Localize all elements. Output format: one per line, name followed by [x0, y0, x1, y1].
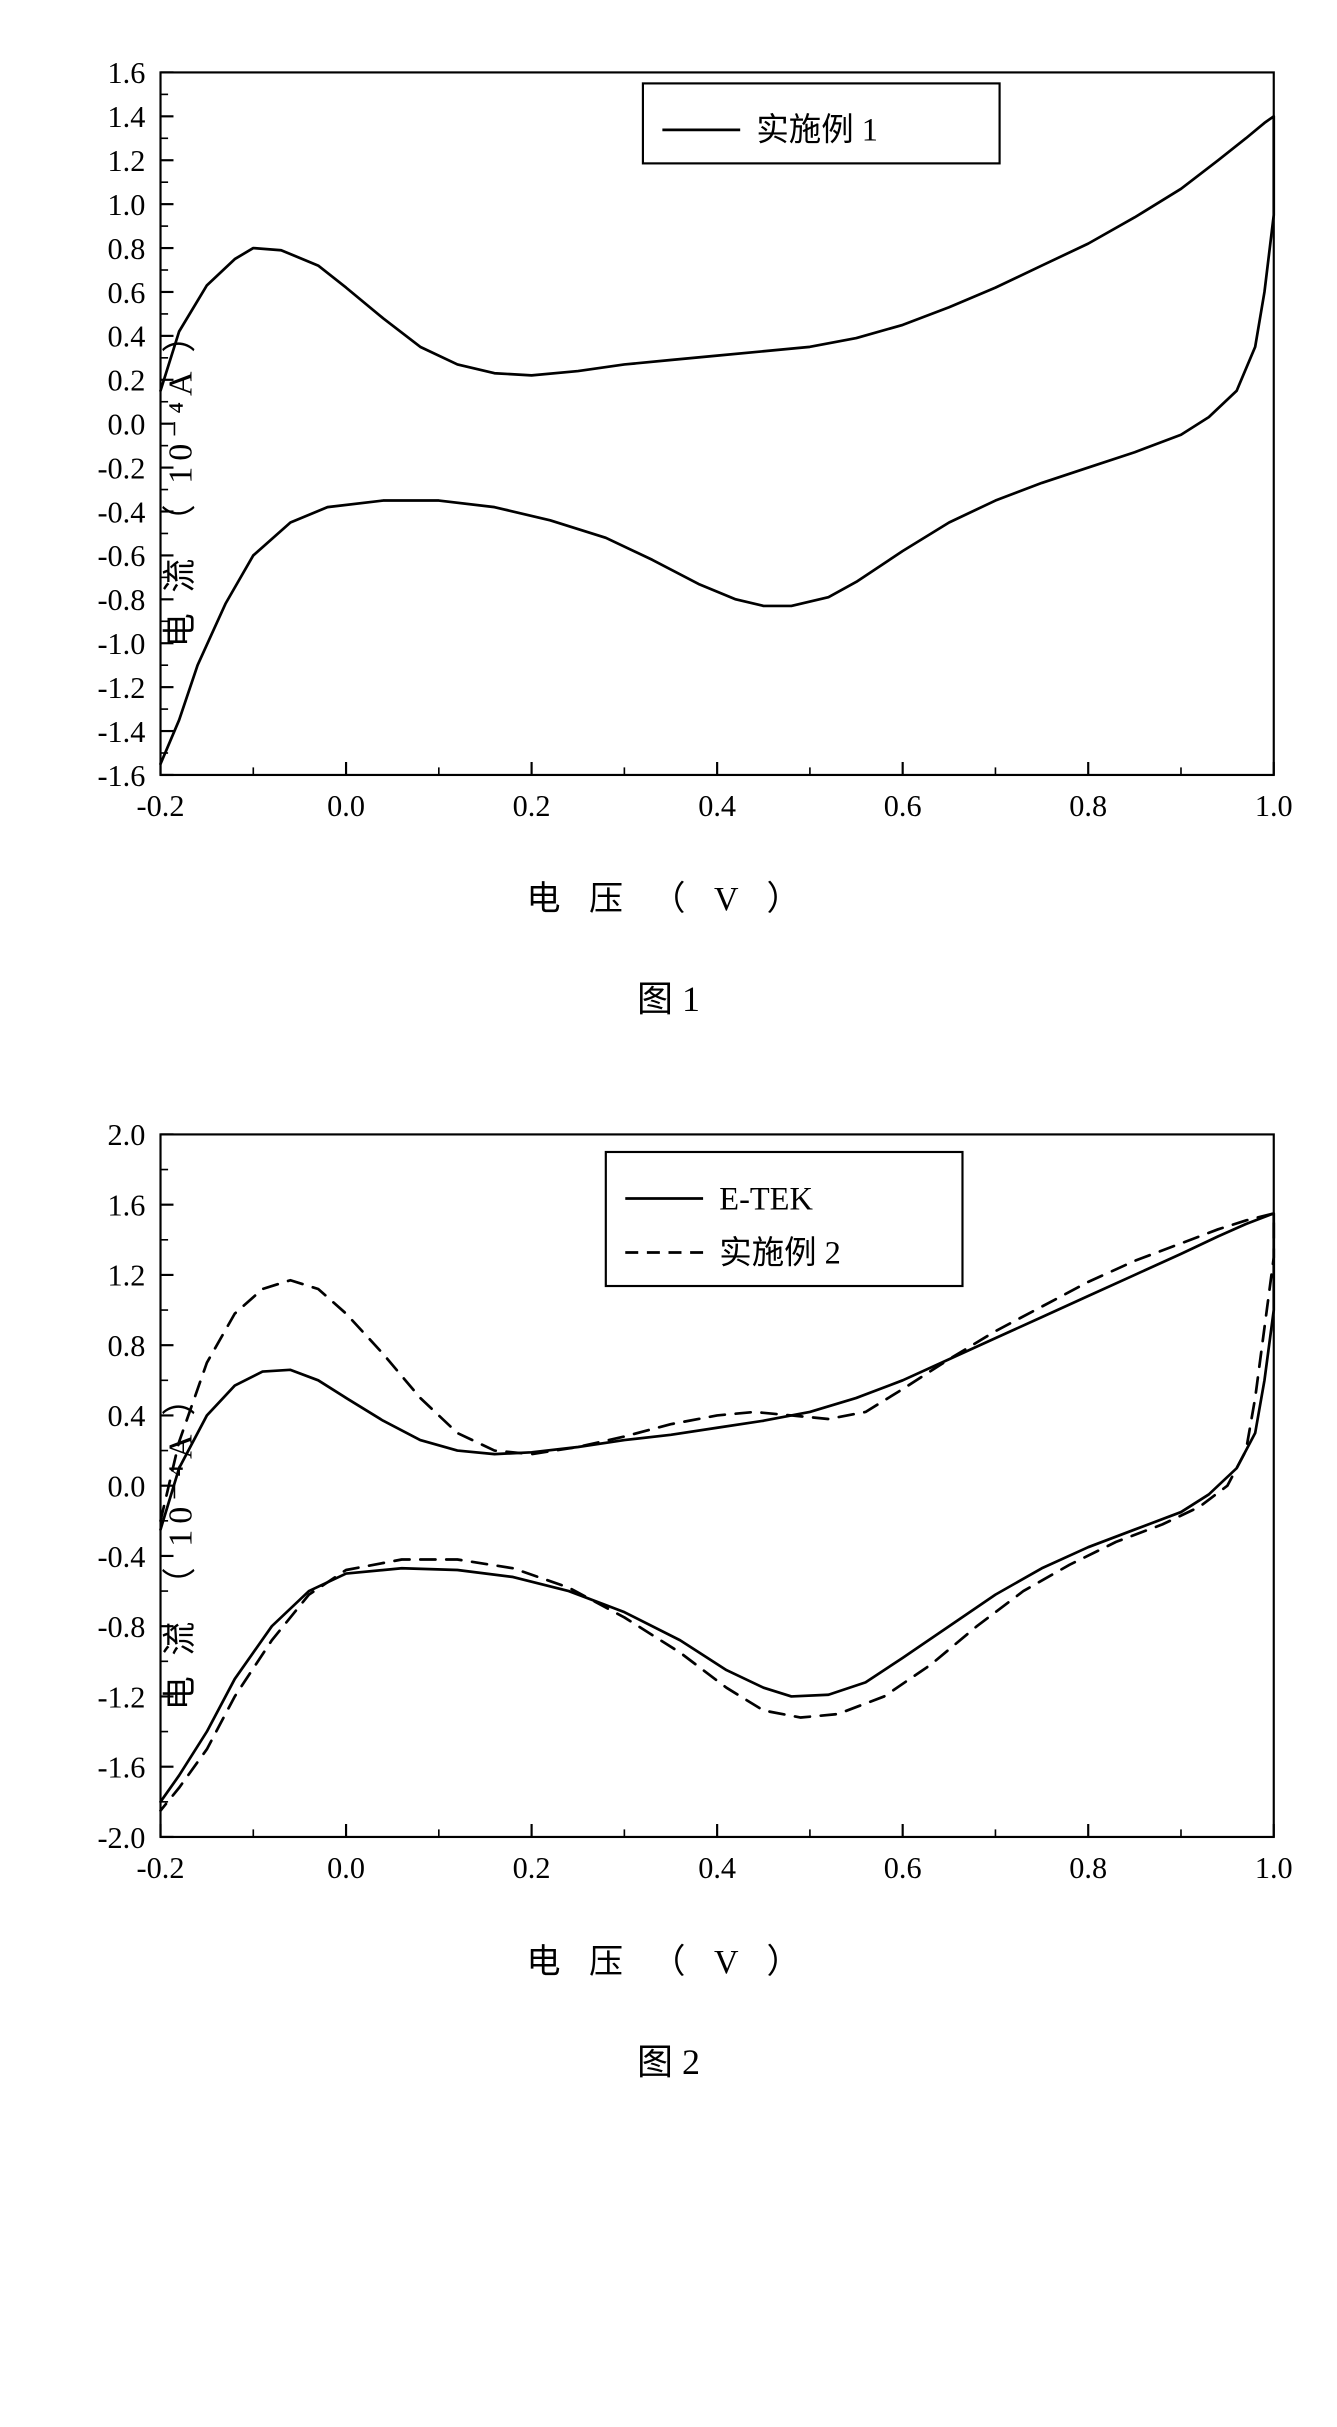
svg-text:0.0: 0.0 [327, 1851, 365, 1885]
chart2-ylabel: 电 流 （ 10⁻⁴A ） [153, 1375, 202, 1709]
svg-text:1.2: 1.2 [108, 144, 146, 178]
svg-text:0.4: 0.4 [108, 320, 146, 354]
svg-text:1.6: 1.6 [108, 56, 146, 90]
svg-text:0.6: 0.6 [108, 276, 146, 310]
svg-text:1.0: 1.0 [108, 188, 146, 222]
svg-text:0.8: 0.8 [108, 1329, 146, 1363]
figure-2-caption: 图 2 [20, 2033, 1317, 2085]
svg-text:-0.4: -0.4 [97, 495, 145, 529]
svg-text:0.6: 0.6 [884, 789, 922, 823]
svg-text:-1.0: -1.0 [97, 627, 145, 661]
svg-text:-0.2: -0.2 [137, 1851, 185, 1885]
svg-text:0.8: 0.8 [108, 232, 146, 266]
svg-text:实施例 2: 实施例 2 [719, 1235, 841, 1272]
svg-text:1.6: 1.6 [108, 1189, 146, 1223]
figure-1-container: 电 流 （ 10⁻⁴A ） -0.2 0.0 0.2 0.4 0.6 0.8 1.0 -1.6… [20, 40, 1317, 1022]
chart1-xlabel: 电 压 （ V ） [20, 871, 1317, 920]
svg-text:-0.4: -0.4 [97, 1540, 145, 1574]
svg-text:-1.2: -1.2 [97, 671, 145, 705]
chart-1-svg: -0.2 0.0 0.2 0.4 0.6 0.8 1.0 -1.6 -1.4 -1.2 -1.0 -0… [20, 40, 1317, 861]
svg-text:-0.2: -0.2 [137, 789, 185, 823]
svg-text:2.0: 2.0 [108, 1119, 146, 1153]
svg-text:0.0: 0.0 [108, 407, 146, 441]
svg-text:1.2: 1.2 [108, 1259, 146, 1293]
svg-text:-1.6: -1.6 [97, 759, 145, 793]
svg-text:-0.6: -0.6 [97, 539, 145, 573]
svg-text:0.8: 0.8 [1069, 789, 1107, 823]
chart-2-wrap: 电 流 （ 10⁻⁴A ） -0.2 0.0 0.2 0.4 0.6 0.8 1.0 -2.0… [20, 1102, 1317, 1982]
figure-2-container: 电 流 （ 10⁻⁴A ） -0.2 0.0 0.2 0.4 0.6 0.8 1.0 -2.0… [20, 1102, 1317, 2084]
svg-text:0.2: 0.2 [108, 364, 146, 398]
svg-text:1.0: 1.0 [1255, 1851, 1293, 1885]
svg-text:-0.8: -0.8 [97, 583, 145, 617]
svg-text:-0.2: -0.2 [97, 451, 145, 485]
svg-text:0.4: 0.4 [698, 1851, 736, 1885]
chart-1-wrap: 电 流 （ 10⁻⁴A ） -0.2 0.0 0.2 0.4 0.6 0.8 1.0 -1.6… [20, 40, 1317, 920]
svg-text:0.6: 0.6 [884, 1851, 922, 1885]
svg-text:0.4: 0.4 [698, 789, 736, 823]
chart1-ylabel: 电 流 （ 10⁻⁴A ） [153, 313, 202, 647]
svg-text:实施例 1: 实施例 1 [756, 112, 878, 149]
svg-text:-1.6: -1.6 [97, 1751, 145, 1785]
svg-text:0.0: 0.0 [327, 789, 365, 823]
svg-text:-1.4: -1.4 [97, 715, 145, 749]
svg-text:-2.0: -2.0 [97, 1821, 145, 1855]
svg-text:0.2: 0.2 [513, 1851, 551, 1885]
svg-text:0.4: 0.4 [108, 1400, 146, 1434]
svg-text:-0.8: -0.8 [97, 1610, 145, 1644]
chart2-xlabel: 电 压 （ V ） [20, 1934, 1317, 1983]
svg-text:E-TEK: E-TEK [719, 1182, 813, 1218]
svg-text:1.4: 1.4 [108, 100, 146, 134]
svg-text:0.2: 0.2 [513, 789, 551, 823]
figure-1-caption: 图 1 [20, 970, 1317, 1022]
svg-text:-1.2: -1.2 [97, 1681, 145, 1715]
svg-text:0.8: 0.8 [1069, 1851, 1107, 1885]
chart-2-svg: -0.2 0.0 0.2 0.4 0.6 0.8 1.0 -2.0 -1.6 -1.2 -0.8 -0… [20, 1102, 1317, 1923]
svg-text:1.0: 1.0 [1255, 789, 1293, 823]
svg-text:0.0: 0.0 [108, 1470, 146, 1504]
